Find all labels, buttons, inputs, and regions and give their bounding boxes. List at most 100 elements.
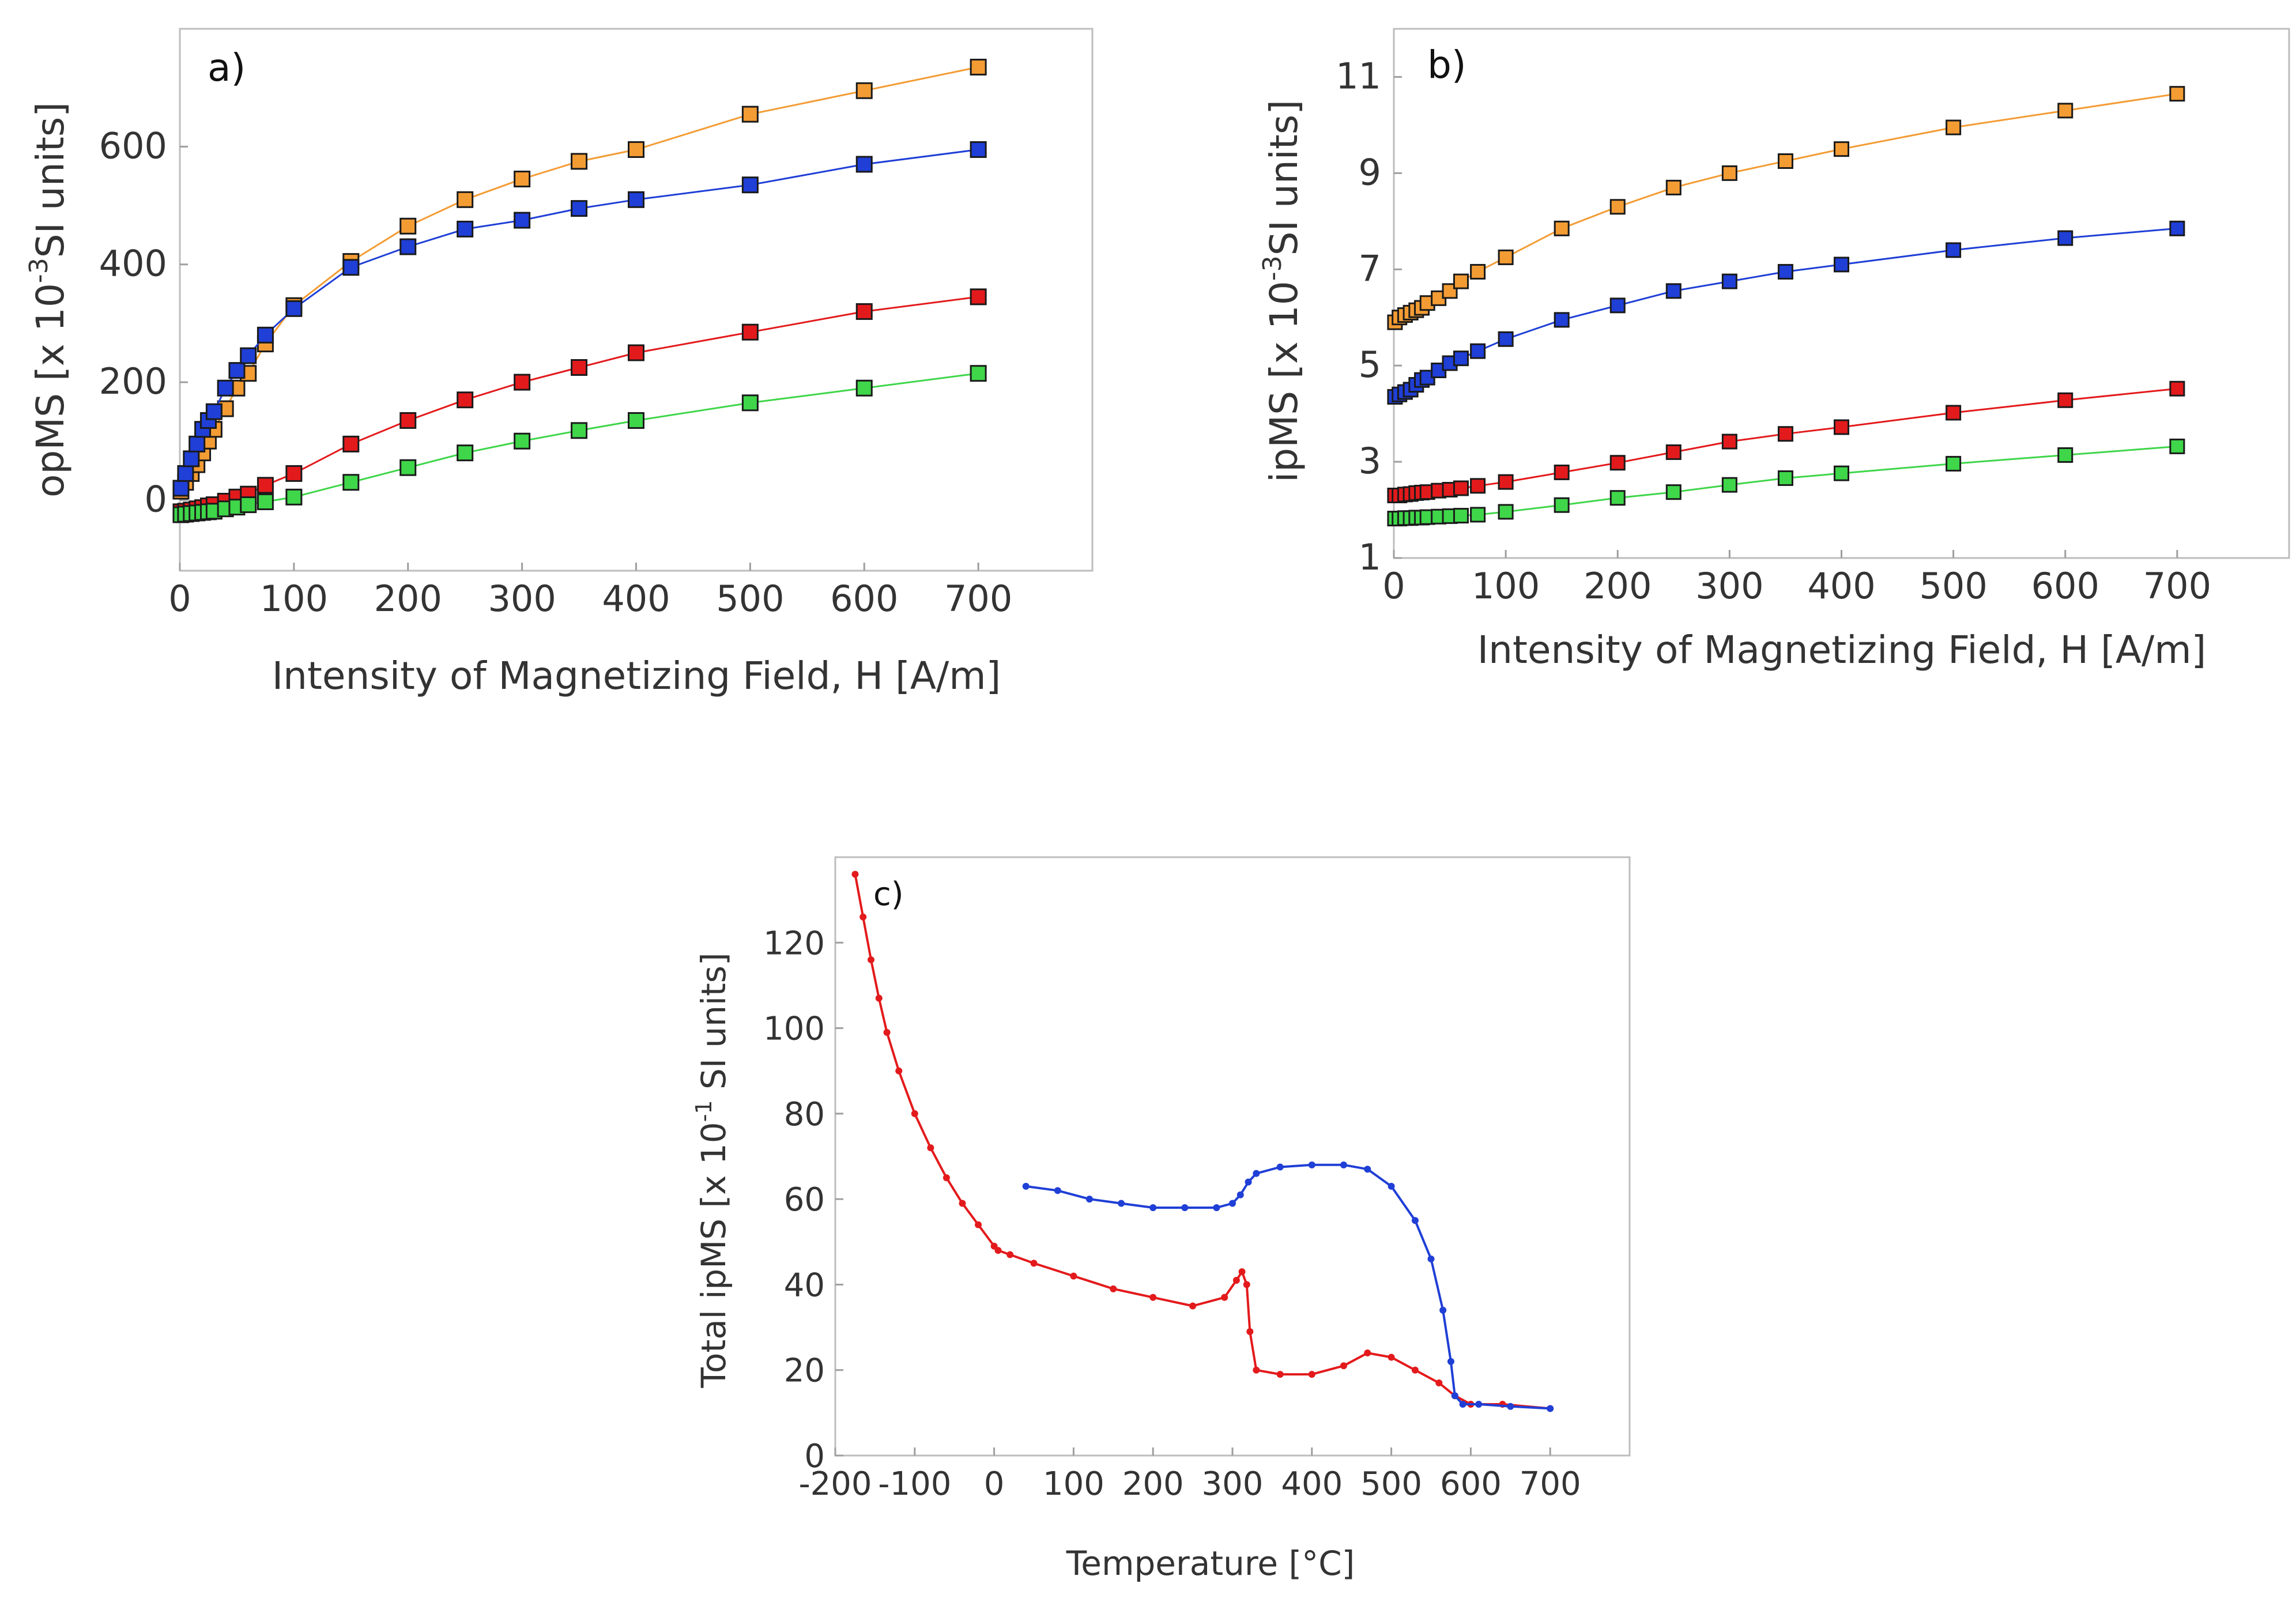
panel-a-data-point	[399, 217, 417, 235]
panel-a-data-point	[257, 493, 274, 510]
panel-b-data-point	[1470, 343, 1486, 359]
panel-b-data-point	[1946, 119, 1962, 135]
panel-a-data-point	[285, 465, 303, 482]
panel-b-series	[1387, 86, 2185, 527]
panel-c-data-point	[851, 870, 859, 878]
panel-a-data-point	[571, 422, 588, 439]
panel-c-data-point	[959, 1200, 966, 1207]
panel-c-data-point	[1475, 1401, 1483, 1408]
panel-a-data-point	[571, 153, 588, 170]
panel-c-data-point	[1308, 1371, 1315, 1378]
panel-b-data-point	[1609, 490, 1626, 506]
panel-a-data-point	[571, 359, 588, 376]
panel-c-data-point	[1388, 1182, 1395, 1190]
panel-a-axes: 0 100 200 300 400 500 600 700 0 200 400 600	[99, 125, 1013, 620]
panel-b-data-point	[2169, 220, 2185, 236]
panel-c-data-point	[1276, 1163, 1284, 1171]
panel-b-data-point	[1498, 249, 1514, 265]
panel-a-data-point	[628, 344, 644, 361]
panel-a-x-tick-label: 600	[830, 578, 898, 620]
panel-b-data-point	[2169, 380, 2185, 397]
panel-c-x-tick-label: 100	[1043, 1465, 1104, 1503]
panel-a-ylabel-main: opMS [x 10	[28, 283, 73, 497]
panel-c-data-point	[895, 1067, 903, 1075]
panel-b-series-line-orange	[1394, 93, 2178, 323]
panel-b-chart: b) Intensity of Magnetizing Field, H [A/…	[1258, 28, 2290, 672]
panel-c-data-point	[1411, 1366, 1419, 1374]
panel-c-data-point	[1245, 1178, 1252, 1186]
panel-c-data-point	[1022, 1182, 1030, 1190]
panel-c-x-tick-label: 700	[1520, 1465, 1581, 1503]
panel-a-x-axis-title: Intensity of Magnetizing Field, H [A/m]	[272, 654, 1001, 698]
panel-a-data-point	[228, 362, 246, 379]
panel-c-data-point	[1229, 1200, 1236, 1207]
panel-b-data-point	[1665, 484, 1682, 500]
panel-a-data-point	[457, 444, 474, 462]
panel-c-data-point	[1253, 1170, 1260, 1177]
panel-c-chart: c) Temperature [°C] Total ipMS [x 10-1 S…	[691, 856, 1631, 1583]
panel-c-data-point	[883, 1028, 891, 1036]
panel-a-data-point	[514, 374, 531, 391]
panel-c-x-tick-label: 300	[1202, 1465, 1264, 1503]
panel-a-data-point	[741, 394, 759, 412]
panel-c-data-point	[1364, 1349, 1371, 1357]
panel-a-y-axis-title: opMS [x 10-3SI units]	[24, 102, 73, 497]
panel-a-x-tick-label: 700	[944, 578, 1012, 620]
panel-c-y-tick-label: 120	[763, 925, 825, 962]
panel-c-label: c)	[873, 876, 904, 913]
panel-c-data-point	[1110, 1285, 1117, 1292]
panel-c-y-tick-label: 60	[784, 1181, 825, 1219]
panel-c-y-tick-label: 100	[763, 1011, 825, 1048]
panel-a-x-tick-label: 300	[488, 578, 556, 620]
panel-a-x-tick-label: 400	[602, 578, 670, 620]
panel-b-data-point	[1777, 426, 1793, 442]
panel-b-data-point	[2057, 230, 2073, 246]
panel-a-data-point	[285, 488, 303, 506]
panel-b-x-tick-label: 0	[1382, 565, 1405, 607]
panel-b-y-tick-label: 1	[1359, 536, 1381, 578]
panel-b-data-point	[1834, 465, 1849, 481]
panel-c-data-point	[1364, 1166, 1371, 1173]
panel-a-data-point	[855, 156, 873, 173]
panel-a-y-tick-label: 400	[99, 243, 167, 285]
panel-c-data-point	[1238, 1268, 1246, 1276]
panel-b-y-tick-label: 11	[1336, 55, 1381, 97]
panel-b-data-point	[1721, 433, 1737, 450]
panel-c-data-point	[1447, 1358, 1454, 1365]
panel-a-data-point	[457, 220, 474, 237]
panel-a-data-point	[628, 412, 644, 429]
panel-a-data-point	[970, 288, 987, 306]
panel-a-data-point	[257, 326, 274, 344]
panel-c-data-point	[1054, 1187, 1061, 1194]
panel-c-data-point	[1340, 1161, 1347, 1168]
panel-a-data-point	[514, 212, 531, 229]
panel-c-data-point	[875, 994, 883, 1002]
panel-b-data-point	[1946, 405, 1962, 421]
panel-b-y-tick-label: 9	[1359, 151, 1381, 193]
panel-c-data-point	[1070, 1272, 1077, 1280]
panel-c-data-point	[1411, 1217, 1419, 1224]
panel-a-data-point	[741, 105, 759, 123]
panel-c-data-point	[1308, 1161, 1315, 1168]
panel-c-x-tick-label: 200	[1122, 1465, 1184, 1503]
panel-b-data-point	[1665, 444, 1682, 460]
panel-a-data-point	[457, 191, 474, 208]
panel-b-data-point	[1609, 455, 1626, 471]
panel-b-x-tick-label: 200	[1584, 565, 1652, 607]
panel-a-data-point	[342, 259, 360, 276]
panel-c-data-point	[1547, 1405, 1554, 1412]
panel-c-data-point	[975, 1221, 982, 1228]
panel-b-data-point	[1554, 220, 1570, 236]
panel-a-x-tick-label: 500	[716, 578, 784, 620]
panel-c-axes: -200 -100 0 100 200 300 400 500 600 700 0 20 40 60 80 1…	[763, 925, 1581, 1503]
panel-b-data-point	[1665, 179, 1682, 195]
panel-b-axes: 0 100 200 300 400 500 600 700 1 3 5 7 9 11	[1336, 55, 2211, 607]
panel-a-data-point	[741, 176, 759, 194]
panel-b-x-tick-label: 500	[1919, 565, 1987, 607]
panel-b-data-point	[1453, 273, 1469, 289]
panel-c-data-point	[1388, 1354, 1395, 1361]
panel-b-x-tick-label: 100	[1472, 565, 1540, 607]
panel-b-data-point	[1834, 419, 1849, 435]
panel-c-y-tick-label: 20	[784, 1352, 825, 1390]
panel-b-y-tick-label: 7	[1359, 247, 1381, 289]
